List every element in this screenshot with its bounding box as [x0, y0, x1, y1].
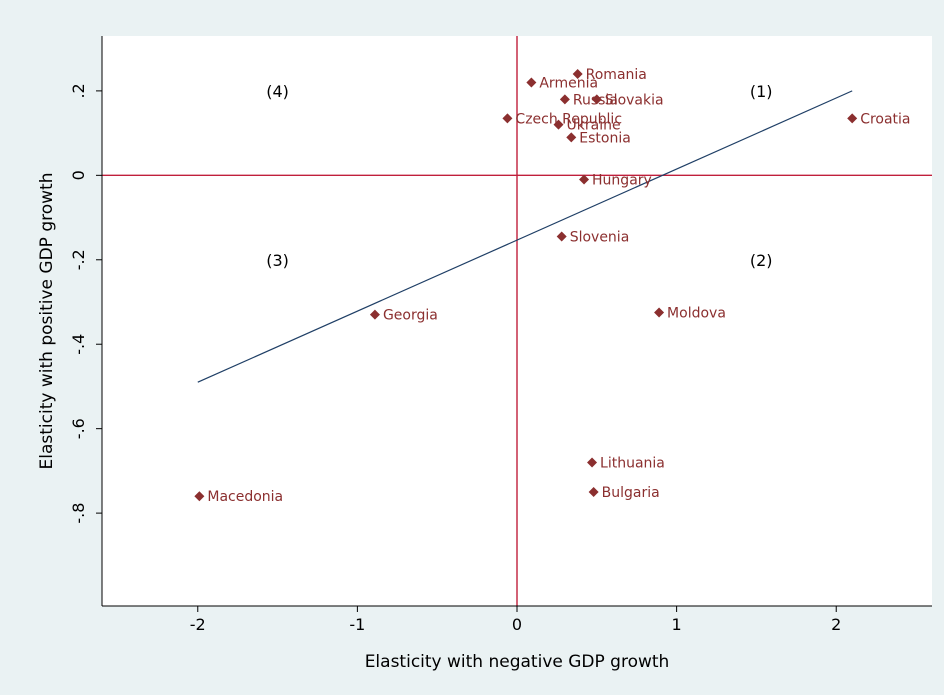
- quadrant-label: (4): [266, 82, 289, 101]
- axes: -2 -1 0 1 2 .2 0 -.2 -.4 -.6 -.8: [69, 36, 932, 634]
- data-point-label: Ukraine: [567, 118, 621, 134]
- y-tick-label: -.2: [69, 249, 88, 270]
- y-tick-label: .2: [69, 83, 88, 98]
- quadrant-label: (3): [266, 251, 289, 270]
- reference-lines: [102, 36, 932, 606]
- data-point-marker: [572, 69, 583, 79]
- data-point-label: Hungary: [592, 173, 652, 189]
- y-tick-label: -.8: [69, 503, 88, 524]
- data-point-label: Estonia: [579, 130, 631, 146]
- data-point-label: Slovenia: [570, 230, 630, 246]
- y-axis-title: Elasticity with positive GDP growth: [37, 173, 57, 470]
- data-point-label: Romania: [586, 67, 647, 83]
- quadrant-label: (2): [750, 251, 773, 270]
- x-axis-title: Elasticity with negative GDP growth: [365, 652, 670, 672]
- fitted-line: [197, 90, 853, 383]
- data-point-marker: [579, 174, 590, 185]
- fit-line: [197, 90, 853, 383]
- data-point-label: Moldova: [667, 306, 726, 322]
- quadrant-labels: (1) (2) (3) (4): [266, 82, 772, 270]
- data-point-label: Bulgaria: [602, 485, 660, 501]
- data-point-marker: [194, 491, 205, 502]
- data-point-label: Czech Republic: [515, 111, 622, 127]
- data-point-marker: [559, 94, 570, 105]
- x-tick-label: -2: [190, 615, 206, 634]
- data-point-marker: [369, 309, 380, 320]
- data-point-marker: [654, 307, 665, 318]
- data-point-label: Slovakia: [605, 92, 664, 108]
- x-tick-label: 0: [512, 615, 522, 634]
- x-tick-label: -1: [349, 615, 365, 634]
- y-tick-label: -.4: [69, 334, 88, 355]
- data-point-marker: [556, 231, 567, 242]
- data-point-label: Croatia: [860, 111, 910, 127]
- data-point-label: Georgia: [383, 308, 438, 324]
- y-tick-label: -.6: [69, 418, 88, 439]
- x-tick-label: 1: [672, 615, 682, 634]
- data-point-marker: [588, 487, 599, 497]
- x-tick-label: 2: [831, 615, 841, 634]
- data-point-label: Macedonia: [207, 489, 283, 505]
- data-point-marker: [587, 457, 598, 468]
- data-point-label: Armenia: [539, 75, 598, 91]
- quadrant-label: (1): [750, 82, 773, 101]
- data-point-marker: [566, 132, 577, 143]
- data-point-marker: [502, 113, 513, 124]
- data-point-marker: [526, 77, 537, 88]
- data-points: RomaniaArmeniaRussiaSlovakiaCroatiaCzech…: [194, 67, 911, 505]
- data-point-label: Lithuania: [600, 455, 665, 471]
- data-point-marker: [553, 119, 564, 130]
- data-point-marker: [591, 94, 602, 105]
- data-point-marker: [847, 113, 858, 124]
- y-tick-label: 0: [69, 170, 88, 180]
